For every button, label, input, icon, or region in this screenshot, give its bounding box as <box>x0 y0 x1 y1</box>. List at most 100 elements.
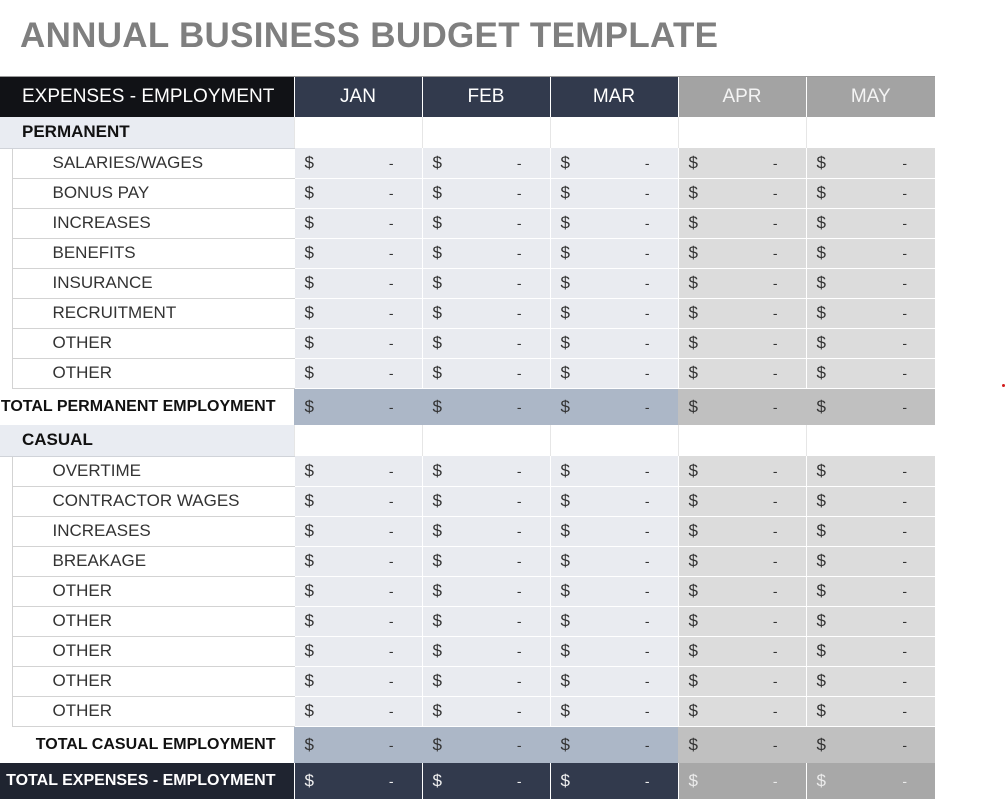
line-item-label[interactable]: BONUS PAY <box>12 178 294 209</box>
permanent-total-feb-cell[interactable]: $ - <box>421 388 550 425</box>
casual-item-8-may-cell[interactable]: $ - <box>805 696 935 727</box>
casual-item-0-mar-cell[interactable]: $ - <box>549 456 678 487</box>
permanent-item-1-mar-cell[interactable]: $ - <box>549 178 678 209</box>
line-item-label[interactable]: OTHER <box>12 606 294 637</box>
casual-item-8-mar-cell[interactable]: $ - <box>549 696 678 727</box>
permanent-item-0-apr-cell[interactable]: $ - <box>677 148 806 179</box>
permanent-item-6-feb-cell[interactable]: $ - <box>421 328 550 359</box>
casual-item-7-may-cell[interactable]: $ - <box>805 666 935 697</box>
casual-item-3-may-cell[interactable]: $ - <box>805 546 935 577</box>
permanent-item-3-apr-cell[interactable]: $ - <box>677 238 806 269</box>
grand-total-may-cell[interactable]: $ - <box>805 763 935 799</box>
casual-item-5-apr-cell[interactable]: $ - <box>677 606 806 637</box>
permanent-item-7-feb-cell[interactable]: $ - <box>421 358 550 389</box>
casual-item-0-may-cell[interactable]: $ - <box>805 456 935 487</box>
grand-total-apr-cell[interactable]: $ - <box>677 763 806 799</box>
casual-item-6-mar-cell[interactable]: $ - <box>549 636 678 667</box>
line-item-label[interactable]: INCREASES <box>12 516 294 547</box>
permanent-item-3-jan-cell[interactable]: $ - <box>293 238 422 269</box>
line-item-label[interactable]: OTHER <box>12 696 294 727</box>
permanent-item-5-feb-cell[interactable]: $ - <box>421 298 550 329</box>
line-item-label[interactable]: OTHER <box>12 576 294 607</box>
casual-item-8-apr-cell[interactable]: $ - <box>677 696 806 727</box>
permanent-total-mar-cell[interactable]: $ - <box>549 388 678 425</box>
permanent-item-1-jan-cell[interactable]: $ - <box>293 178 422 209</box>
permanent-item-2-jan-cell[interactable]: $ - <box>293 208 422 239</box>
casual-item-6-jan-cell[interactable]: $ - <box>293 636 422 667</box>
permanent-item-0-mar-cell[interactable]: $ - <box>549 148 678 179</box>
casual-item-2-mar-cell[interactable]: $ - <box>549 516 678 547</box>
permanent-item-5-may-cell[interactable]: $ - <box>805 298 935 329</box>
casual-item-4-may-cell[interactable]: $ - <box>805 576 935 607</box>
line-item-label[interactable]: OVERTIME <box>12 456 294 487</box>
casual-total-may-cell[interactable]: $ - <box>805 726 935 763</box>
casual-item-8-feb-cell[interactable]: $ - <box>421 696 550 727</box>
permanent-item-3-mar-cell[interactable]: $ - <box>549 238 678 269</box>
permanent-item-0-jan-cell[interactable]: $ - <box>293 148 422 179</box>
permanent-item-0-may-cell[interactable]: $ - <box>805 148 935 179</box>
casual-item-0-jan-cell[interactable]: $ - <box>293 456 422 487</box>
permanent-item-4-mar-cell[interactable]: $ - <box>549 268 678 299</box>
line-item-label[interactable]: INSURANCE <box>12 268 294 299</box>
permanent-item-7-jan-cell[interactable]: $ - <box>293 358 422 389</box>
permanent-item-0-feb-cell[interactable]: $ - <box>421 148 550 179</box>
grand-total-mar-cell[interactable]: $ - <box>549 763 678 799</box>
casual-item-4-feb-cell[interactable]: $ - <box>421 576 550 607</box>
permanent-item-5-apr-cell[interactable]: $ - <box>677 298 806 329</box>
grand-total-jan-cell[interactable]: $ - <box>293 763 422 799</box>
line-item-label[interactable]: RECRUITMENT <box>12 298 294 329</box>
line-item-label[interactable]: CONTRACTOR WAGES <box>12 486 294 517</box>
permanent-item-6-jan-cell[interactable]: $ - <box>293 328 422 359</box>
casual-item-3-feb-cell[interactable]: $ - <box>421 546 550 577</box>
casual-item-1-jan-cell[interactable]: $ - <box>293 486 422 517</box>
casual-item-6-feb-cell[interactable]: $ - <box>421 636 550 667</box>
casual-item-2-jan-cell[interactable]: $ - <box>293 516 422 547</box>
casual-item-3-jan-cell[interactable]: $ - <box>293 546 422 577</box>
permanent-item-6-mar-cell[interactable]: $ - <box>549 328 678 359</box>
line-item-label[interactable]: INCREASES <box>12 208 294 239</box>
permanent-item-7-may-cell[interactable]: $ - <box>805 358 935 389</box>
casual-item-3-mar-cell[interactable]: $ - <box>549 546 678 577</box>
casual-total-mar-cell[interactable]: $ - <box>549 726 678 763</box>
casual-item-6-apr-cell[interactable]: $ - <box>677 636 806 667</box>
casual-item-7-jan-cell[interactable]: $ - <box>293 666 422 697</box>
line-item-label[interactable]: OTHER <box>12 358 294 389</box>
permanent-item-4-jan-cell[interactable]: $ - <box>293 268 422 299</box>
casual-item-3-apr-cell[interactable]: $ - <box>677 546 806 577</box>
line-item-label[interactable]: OTHER <box>12 636 294 667</box>
permanent-item-6-apr-cell[interactable]: $ - <box>677 328 806 359</box>
casual-item-2-may-cell[interactable]: $ - <box>805 516 935 547</box>
permanent-item-2-apr-cell[interactable]: $ - <box>677 208 806 239</box>
grand-total-feb-cell[interactable]: $ - <box>421 763 550 799</box>
casual-item-7-feb-cell[interactable]: $ - <box>421 666 550 697</box>
permanent-item-1-feb-cell[interactable]: $ - <box>421 178 550 209</box>
line-item-label[interactable]: OTHER <box>12 666 294 697</box>
permanent-item-5-jan-cell[interactable]: $ - <box>293 298 422 329</box>
casual-item-0-feb-cell[interactable]: $ - <box>421 456 550 487</box>
permanent-item-3-may-cell[interactable]: $ - <box>805 238 935 269</box>
permanent-item-1-may-cell[interactable]: $ - <box>805 178 935 209</box>
permanent-item-6-may-cell[interactable]: $ - <box>805 328 935 359</box>
casual-item-7-apr-cell[interactable]: $ - <box>677 666 806 697</box>
casual-item-4-apr-cell[interactable]: $ - <box>677 576 806 607</box>
casual-item-7-mar-cell[interactable]: $ - <box>549 666 678 697</box>
permanent-total-jan-cell[interactable]: $ - <box>293 388 422 425</box>
casual-item-1-feb-cell[interactable]: $ - <box>421 486 550 517</box>
permanent-item-2-feb-cell[interactable]: $ - <box>421 208 550 239</box>
casual-item-1-mar-cell[interactable]: $ - <box>549 486 678 517</box>
casual-item-1-apr-cell[interactable]: $ - <box>677 486 806 517</box>
casual-total-jan-cell[interactable]: $ - <box>293 726 422 763</box>
casual-item-2-apr-cell[interactable]: $ - <box>677 516 806 547</box>
permanent-item-4-feb-cell[interactable]: $ - <box>421 268 550 299</box>
line-item-label[interactable]: SALARIES/WAGES <box>12 148 294 179</box>
casual-item-4-jan-cell[interactable]: $ - <box>293 576 422 607</box>
casual-item-8-jan-cell[interactable]: $ - <box>293 696 422 727</box>
permanent-item-7-mar-cell[interactable]: $ - <box>549 358 678 389</box>
casual-item-0-apr-cell[interactable]: $ - <box>677 456 806 487</box>
permanent-item-4-may-cell[interactable]: $ - <box>805 268 935 299</box>
permanent-item-4-apr-cell[interactable]: $ - <box>677 268 806 299</box>
casual-item-5-mar-cell[interactable]: $ - <box>549 606 678 637</box>
casual-item-4-mar-cell[interactable]: $ - <box>549 576 678 607</box>
line-item-label[interactable]: BREAKAGE <box>12 546 294 577</box>
permanent-item-5-mar-cell[interactable]: $ - <box>549 298 678 329</box>
